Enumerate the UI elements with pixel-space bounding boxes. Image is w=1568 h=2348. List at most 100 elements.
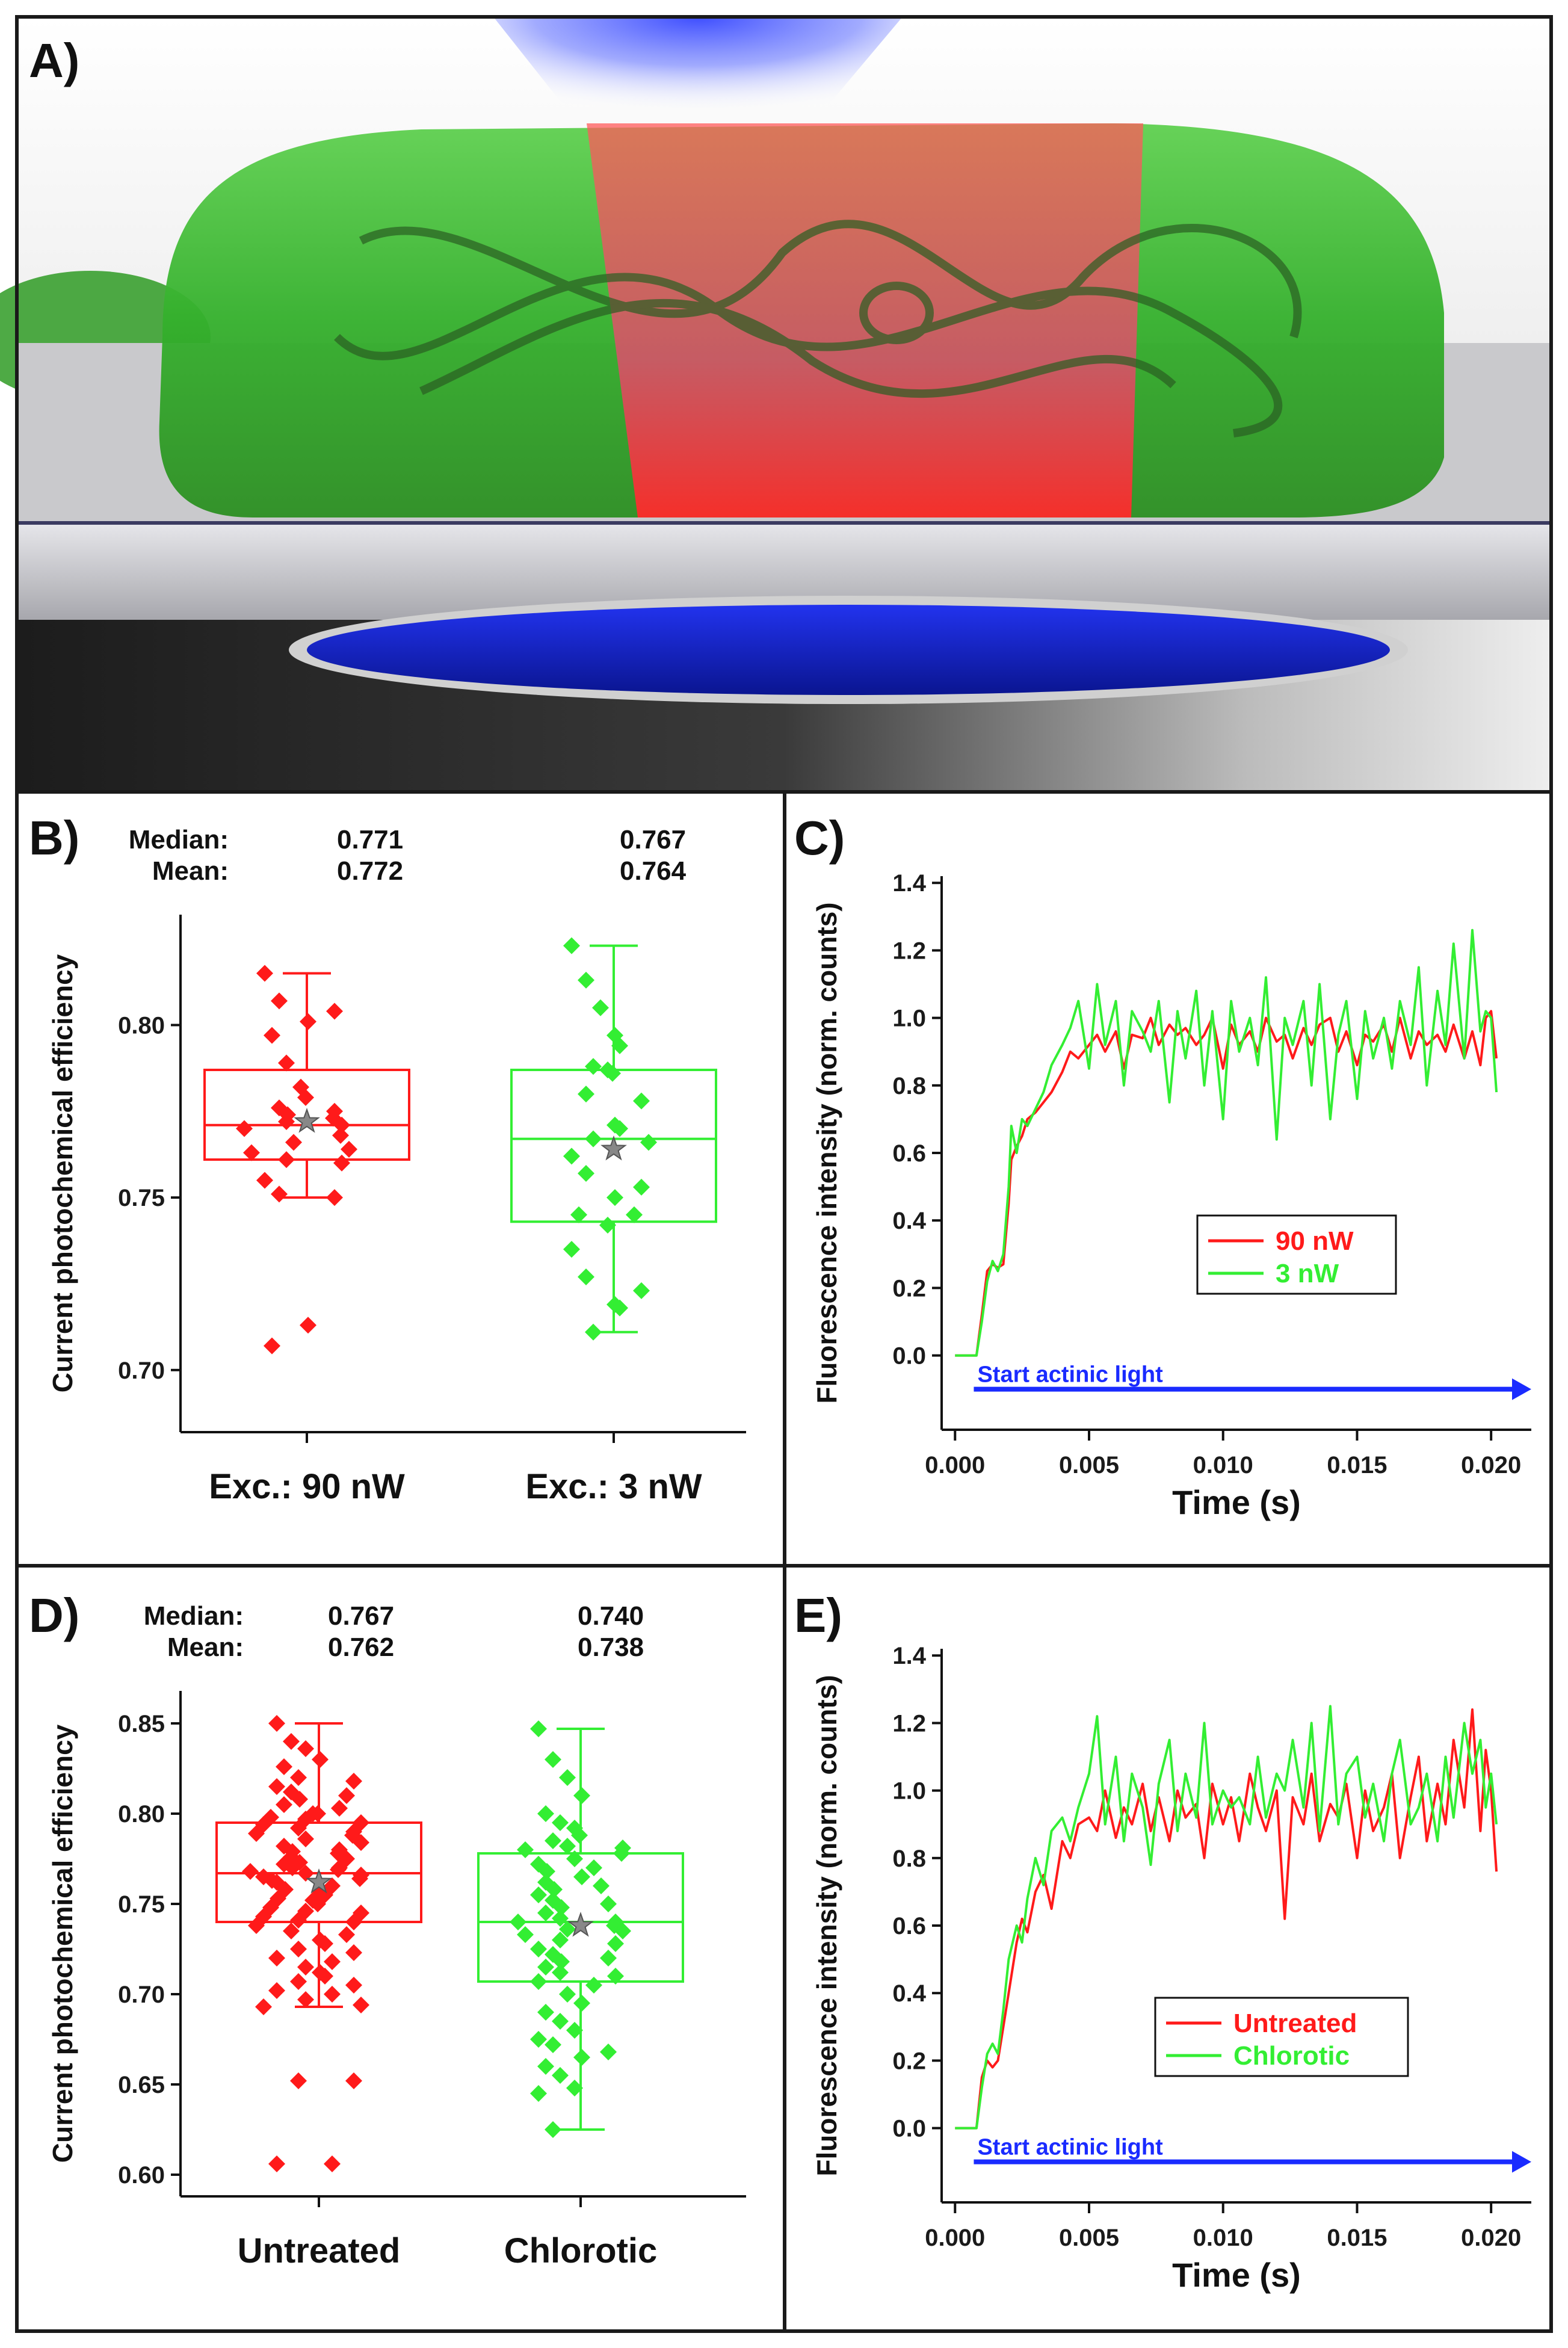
data-point [552,1932,569,1948]
data-point [326,1189,343,1206]
data-point [517,1926,534,1943]
actinic-arrow-label: Start actinic light [977,2135,1163,2160]
panel-b-box-chart: B) 0.70 0.75 0.80 Current photochemical effi… [29,811,746,1506]
data-point [271,992,288,1010]
data-point [607,1935,624,1952]
data-point [559,1986,576,2003]
y-tick-label: 0.70 [118,1982,165,2008]
panel-letter: A) [29,34,79,87]
data-point [297,1865,314,1882]
data-point [351,1870,368,1887]
data-point [290,1769,307,1786]
data-point [545,1832,561,1849]
data-point [552,1910,569,1927]
data-point [300,1317,316,1334]
data-point [297,1959,314,1976]
data-point [563,1241,580,1258]
data-point [297,1740,314,1757]
x-tick-label: 0.020 [1461,2225,1521,2251]
panel-d-border [15,1564,786,2333]
median-value: 0.771 [337,825,403,854]
data-point [537,1959,554,1976]
data-point [338,1926,355,1943]
data-point [290,1820,307,1837]
data-point [268,1778,285,1795]
data-point [599,1217,616,1234]
mean-value: 0.762 [328,1633,394,1662]
data-point [537,1905,554,1921]
y-tick-label: 0.6 [892,1913,926,1939]
data-point [545,1751,561,1768]
data-point [268,1950,285,1966]
category-label: Chlorotic [504,2231,658,2270]
data-point [578,971,594,989]
data-point [573,2049,590,2066]
data-point [278,1054,295,1072]
x-tick-label: 0.005 [1059,1452,1119,1478]
data-point [236,1120,253,1137]
category-label: Exc.: 3 nW [525,1467,702,1506]
data-point [312,1751,329,1768]
data-point [566,1850,583,1867]
panel-letter: C) [794,811,845,865]
excitation-beam-top [493,17,903,138]
data-point [353,1834,369,1851]
data-point [530,1941,547,1957]
median-label: Median: [129,825,229,854]
category-label: Exc.: 90 nW [209,1467,405,1506]
mean-label: Mean: [167,1633,244,1662]
data-point [611,1120,628,1137]
data-point [553,1899,570,1916]
data-point [600,1895,617,1912]
data-point [345,1773,362,1790]
data-point [283,1923,300,1939]
panel-d-box-chart: D) 0.60 0.65 0.70 0.75 0.80 0.85 Current photoc… [29,1589,746,2270]
data-point [297,1089,314,1106]
data-point [284,1859,301,1876]
legend-box [1154,1997,1409,2077]
mean-marker [600,1135,627,1161]
y-tick-label: 1.2 [892,938,926,964]
data-point [600,2044,617,2060]
y-tick-label: 0.85 [118,1711,165,1737]
mean-marker [306,1868,332,1894]
data-point [640,1134,657,1151]
data-point [309,1805,326,1822]
x-tick-label: 0.020 [1461,1452,1521,1478]
y-tick-label: 0.65 [118,2072,165,2098]
data-point [290,1973,307,1990]
data-point [324,2155,341,2172]
data-point [243,1144,260,1161]
data-point [285,1134,302,1151]
legend-label: 90 nW [1276,1226,1354,1256]
legend-label: Chlorotic [1233,2041,1350,2071]
data-point [290,1912,307,1929]
data-point [539,1863,555,1880]
mean-marker [294,1107,320,1133]
x-tick-label: 0.015 [1327,1452,1387,1478]
data-point [278,1151,295,1169]
data-point [593,1877,610,1894]
data-point [297,1831,314,1847]
data-point [545,2036,561,2053]
data-point [537,1805,554,1822]
data-point [316,1968,333,1985]
data-point [264,1027,280,1044]
data-point [566,2080,583,2096]
data-point [530,2085,547,2102]
data-point [571,1827,588,1844]
data-point [585,1977,602,1994]
data-point [271,1185,288,1203]
data-point [291,1791,308,1808]
data-point [330,1861,347,1878]
panel-b-border [15,790,786,1568]
panel-c-border [783,790,1553,1568]
median-value: 0.767 [620,825,686,854]
data-point [566,2022,583,2039]
data-point [517,1841,534,1858]
data-point [297,1991,314,2008]
data-point [633,1178,650,1196]
data-point [633,1092,650,1110]
data-point [332,1126,349,1144]
median-value: 0.740 [578,1601,644,1631]
